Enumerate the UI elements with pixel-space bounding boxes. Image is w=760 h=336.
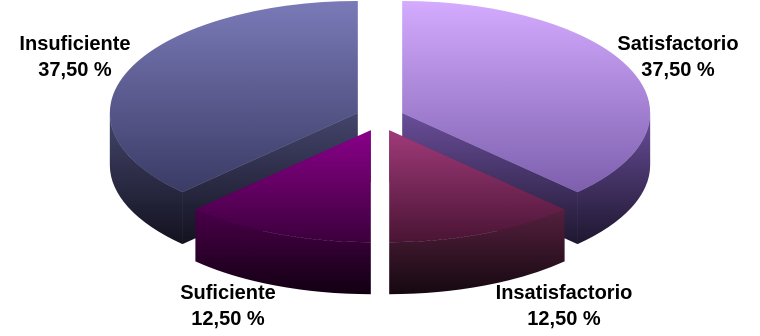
slice-value: 12,50 %: [191, 308, 265, 330]
slice-name: Suficiente: [180, 282, 276, 304]
slice-side-suficiente: [195, 209, 371, 295]
slice-side-satisfactorio: [577, 112, 651, 245]
slice-side-insatisfactorio: [389, 209, 565, 295]
slice-top-insuficiente: [109, 0, 358, 193]
slice-value: 37,50 %: [641, 59, 715, 81]
slice-insatisfactorio: [389, 130, 565, 295]
slice-top-satisfactorio: [402, 0, 651, 193]
slice-side-insuficiente: [109, 112, 183, 245]
slice-value: 37,50 %: [38, 59, 112, 81]
slice-name: Insuficiente: [19, 33, 131, 55]
slice-label-satisfactorio: Satisfactorio 37,50 %: [608, 31, 748, 83]
slice-name: Satisfactorio: [617, 33, 739, 55]
slice-top-insatisfactorio: [389, 130, 565, 243]
slice-label-suficiente: Suficiente 12,50 %: [160, 280, 296, 332]
slice-name: Insatisfactorio: [495, 282, 633, 304]
slice-suficiente: [195, 130, 371, 295]
slice-value: 12,50 %: [527, 308, 601, 330]
slice-label-insatisfactorio: Insatisfactorio 12,50 %: [476, 280, 652, 332]
slice-label-insuficiente: Insuficiente 37,50 %: [0, 31, 150, 83]
slice-top-suficiente: [195, 130, 371, 243]
